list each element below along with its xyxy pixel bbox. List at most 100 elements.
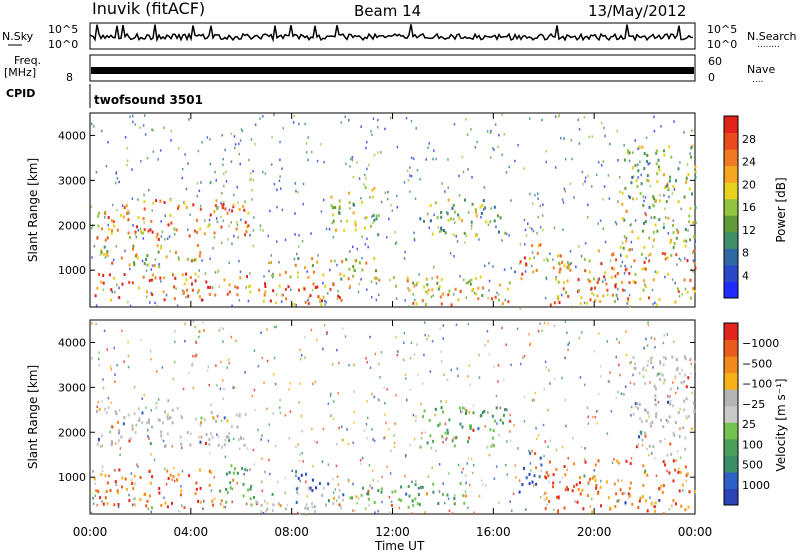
heat-cell (354, 223, 357, 227)
heat-cell (320, 142, 322, 146)
heat-cell (646, 447, 648, 451)
heat-cell (683, 355, 686, 359)
heat-cell (657, 401, 660, 404)
heat-cell (539, 226, 542, 229)
heat-cell (133, 474, 136, 478)
heat-cell (678, 489, 681, 493)
heat-cell (348, 267, 351, 271)
heat-cell (410, 341, 413, 345)
heat-cell (616, 337, 618, 341)
heat-cell (463, 278, 465, 282)
heat-cell (349, 207, 351, 210)
heat-cell (588, 279, 591, 283)
heat-cell (481, 203, 484, 207)
heat-cell (242, 494, 245, 498)
heat-cell (364, 226, 366, 230)
heat-cell (685, 415, 688, 419)
heat-cell (149, 228, 152, 232)
heat-cell (104, 238, 107, 242)
heat-cell (226, 491, 229, 495)
heat-cell (602, 280, 604, 283)
heat-cell (648, 415, 650, 418)
heat-cell (637, 169, 640, 173)
heat-cell (621, 202, 624, 206)
heat-cell (272, 289, 275, 293)
heat-cell (371, 428, 373, 431)
heat-cell (198, 189, 201, 193)
heat-cell (459, 275, 461, 278)
heat-cell (242, 205, 245, 208)
heat-cell (223, 278, 226, 282)
heat-cell (254, 408, 256, 412)
heat-cell (315, 486, 317, 490)
heat-cell (225, 472, 228, 476)
heat-cell (577, 278, 580, 282)
heat-cell (581, 331, 583, 334)
heat-cell (602, 294, 605, 298)
heat-cell (146, 290, 148, 294)
heat-cell (653, 337, 656, 341)
heat-cell (96, 503, 98, 507)
heat-cell (241, 466, 244, 470)
heat-cell (203, 329, 205, 332)
heat-cell (433, 213, 435, 217)
heat-cell (103, 245, 106, 249)
heat-cell (411, 499, 414, 503)
heat-cell (322, 273, 325, 277)
heat-cell (311, 288, 314, 292)
heat-cell (668, 415, 671, 419)
heat-cell (564, 398, 567, 402)
heat-cell (419, 486, 422, 489)
heat-cell (371, 295, 373, 299)
heat-cell (486, 445, 489, 449)
heat-cell (300, 473, 303, 477)
heat-cell (536, 251, 539, 255)
heat-cell (164, 214, 166, 217)
heat-cell (581, 170, 584, 174)
heat-cell (116, 489, 119, 493)
heat-cell (385, 421, 387, 425)
heat-cell (622, 241, 624, 245)
heat-cell (164, 467, 166, 470)
heat-cell (571, 489, 574, 493)
heat-cell (130, 478, 133, 482)
heat-cell (152, 201, 155, 205)
heat-cell (348, 201, 351, 205)
heat-cell (252, 170, 254, 173)
heat-cell (220, 502, 222, 506)
heat-cell (300, 414, 303, 418)
heat-cell (659, 360, 662, 364)
heat-cell (545, 366, 547, 369)
heat-cell (438, 463, 441, 466)
heat-cell (426, 337, 428, 341)
heat-cell (254, 123, 257, 126)
heat-cell (563, 281, 565, 285)
heat-cell (230, 464, 233, 468)
heat-cell (231, 487, 233, 491)
heat-cell (353, 268, 356, 272)
heat-cell (531, 244, 534, 248)
heat-cell (190, 432, 192, 436)
heat-cell (590, 287, 593, 291)
heat-cell (110, 288, 113, 292)
heat-cell (431, 466, 433, 469)
heat-cell (457, 463, 460, 467)
heat-cell (210, 432, 213, 436)
heat-cell (448, 509, 451, 512)
heat-cell (416, 281, 419, 285)
heat-cell (655, 373, 658, 377)
heat-cell (529, 226, 531, 229)
heat-cell (147, 428, 149, 432)
heat-cell (679, 161, 681, 164)
heat-cell (645, 337, 647, 341)
heat-cell (363, 429, 366, 432)
heat-cell (295, 487, 298, 491)
heat-cell (664, 437, 666, 441)
heat-cell (370, 224, 372, 228)
heat-cell (688, 220, 691, 224)
heat-cell (652, 278, 655, 282)
heat-cell (214, 293, 217, 297)
heat-cell (347, 478, 350, 482)
heat-cell (465, 409, 468, 413)
heat-cell (405, 116, 408, 120)
